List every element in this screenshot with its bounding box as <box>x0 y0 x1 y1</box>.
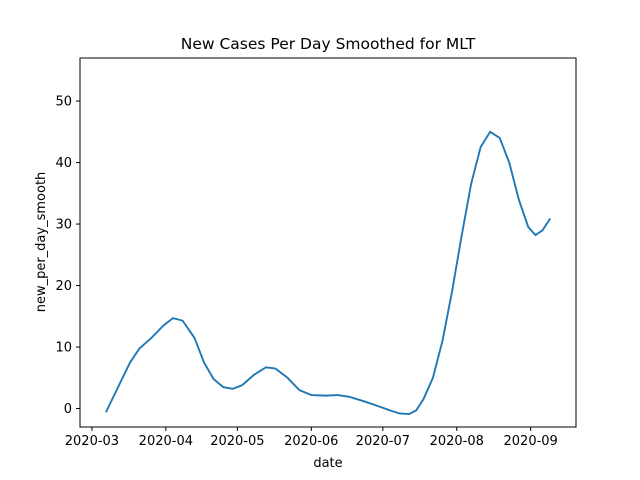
x-axis: 2020-03 2020-04 2020-05 2020-06 2020-07 2020-… <box>65 427 558 449</box>
chart-title: New Cases Per Day Smoothed for MLT <box>181 35 476 53</box>
series-line-1 <box>105 130 551 416</box>
y-tick-label: 0 <box>64 402 72 417</box>
y-tick-label: 50 <box>55 95 72 110</box>
x-tick-label: 2020-03 <box>65 434 119 449</box>
y-tick-label: 20 <box>55 279 72 294</box>
plot-area <box>105 130 551 416</box>
y-tick-label: 10 <box>55 341 72 356</box>
y-tick-label: 40 <box>55 156 72 171</box>
x-tick-label: 2020-04 <box>139 434 193 449</box>
y-axis: 0 10 20 30 40 50 <box>55 95 80 417</box>
x-tick-label: 2020-07 <box>356 434 410 449</box>
x-tick-label: 2020-09 <box>504 434 558 449</box>
y-axis-label: new_per_day_smooth <box>34 172 49 313</box>
x-axis-label: date <box>313 456 342 471</box>
plot-frame <box>79 57 577 428</box>
x-tick-label: 2020-06 <box>284 434 338 449</box>
x-tick-label: 2020-08 <box>430 434 484 449</box>
y-tick-label: 30 <box>55 218 72 233</box>
x-tick-label: 2020-05 <box>210 434 264 449</box>
